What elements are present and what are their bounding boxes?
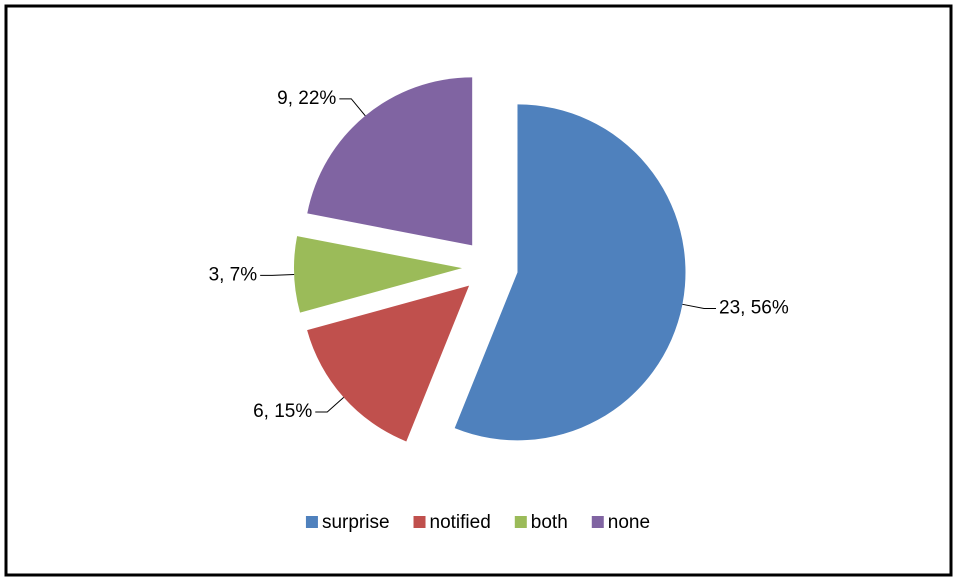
pie-slice <box>307 285 470 442</box>
legend-swatch <box>514 516 527 528</box>
data-label: 23, 56% <box>719 298 789 319</box>
data-label: 6, 15% <box>253 401 312 422</box>
chart-frame <box>4 4 953 577</box>
leader-line <box>339 98 366 117</box>
leader-line <box>682 303 717 310</box>
legend-label: notified <box>430 512 491 533</box>
legend-label: none <box>608 512 650 533</box>
pie-slice <box>294 236 463 313</box>
pie-slice <box>454 104 686 441</box>
legend-swatch <box>591 516 604 528</box>
leader-line <box>260 274 295 276</box>
legend-swatch <box>305 516 318 528</box>
data-label: 3, 7% <box>209 264 258 285</box>
data-label: 9, 22% <box>277 88 336 109</box>
leader-line <box>315 397 345 413</box>
pie-slice <box>307 77 473 246</box>
legend-label: surprise <box>322 512 390 533</box>
legend-label: both <box>531 512 568 533</box>
legend-swatch <box>413 516 426 528</box>
